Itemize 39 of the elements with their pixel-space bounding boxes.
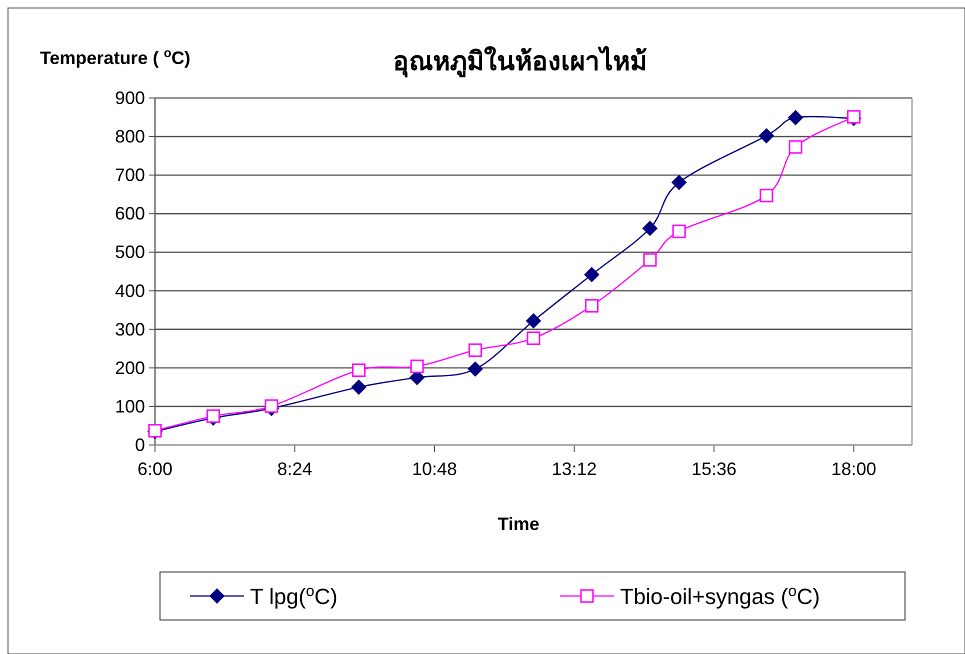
x-axis-title: Time <box>498 514 540 534</box>
point <box>642 220 658 236</box>
y-axis-title: Temperature ( $^{o}$C) <box>40 46 190 68</box>
point <box>847 110 861 124</box>
y-tick-label: 400 <box>114 280 145 301</box>
point <box>410 360 424 374</box>
point <box>584 267 600 282</box>
point <box>351 380 366 395</box>
y-tick-label: 800 <box>114 126 145 147</box>
point <box>584 299 598 313</box>
y-tick-label: 700 <box>114 165 145 186</box>
y-tick-label: 0 <box>134 435 145 455</box>
x-tick-label: 6:00 <box>137 459 173 479</box>
point <box>264 399 278 413</box>
point <box>526 331 540 345</box>
x-tick-label: 13:12 <box>552 459 597 479</box>
point <box>672 174 687 190</box>
point <box>206 409 220 423</box>
y-tick-label: 900 <box>114 88 145 108</box>
point <box>468 362 483 377</box>
x-tick-label: 15:36 <box>691 459 737 479</box>
x-tick-label: 10:48 <box>412 459 458 479</box>
point <box>526 313 541 328</box>
point <box>643 253 657 267</box>
y-tick-label: 100 <box>114 396 145 416</box>
y-tick-label: 300 <box>114 319 145 340</box>
point <box>758 128 774 144</box>
y-tick-label: 200 <box>114 358 145 378</box>
x-tick-label: 18:00 <box>831 459 876 479</box>
point <box>760 188 774 202</box>
y-tick-label: 600 <box>114 204 145 224</box>
point <box>352 363 366 377</box>
chart-title: อุณหภูมิในห้องเผาไหม้ <box>393 45 647 78</box>
x-tick-label: 8:24 <box>277 459 312 479</box>
y-tick-label: 500 <box>114 242 145 262</box>
point <box>468 343 482 357</box>
point <box>672 224 686 238</box>
point <box>788 140 802 154</box>
point <box>788 110 804 126</box>
